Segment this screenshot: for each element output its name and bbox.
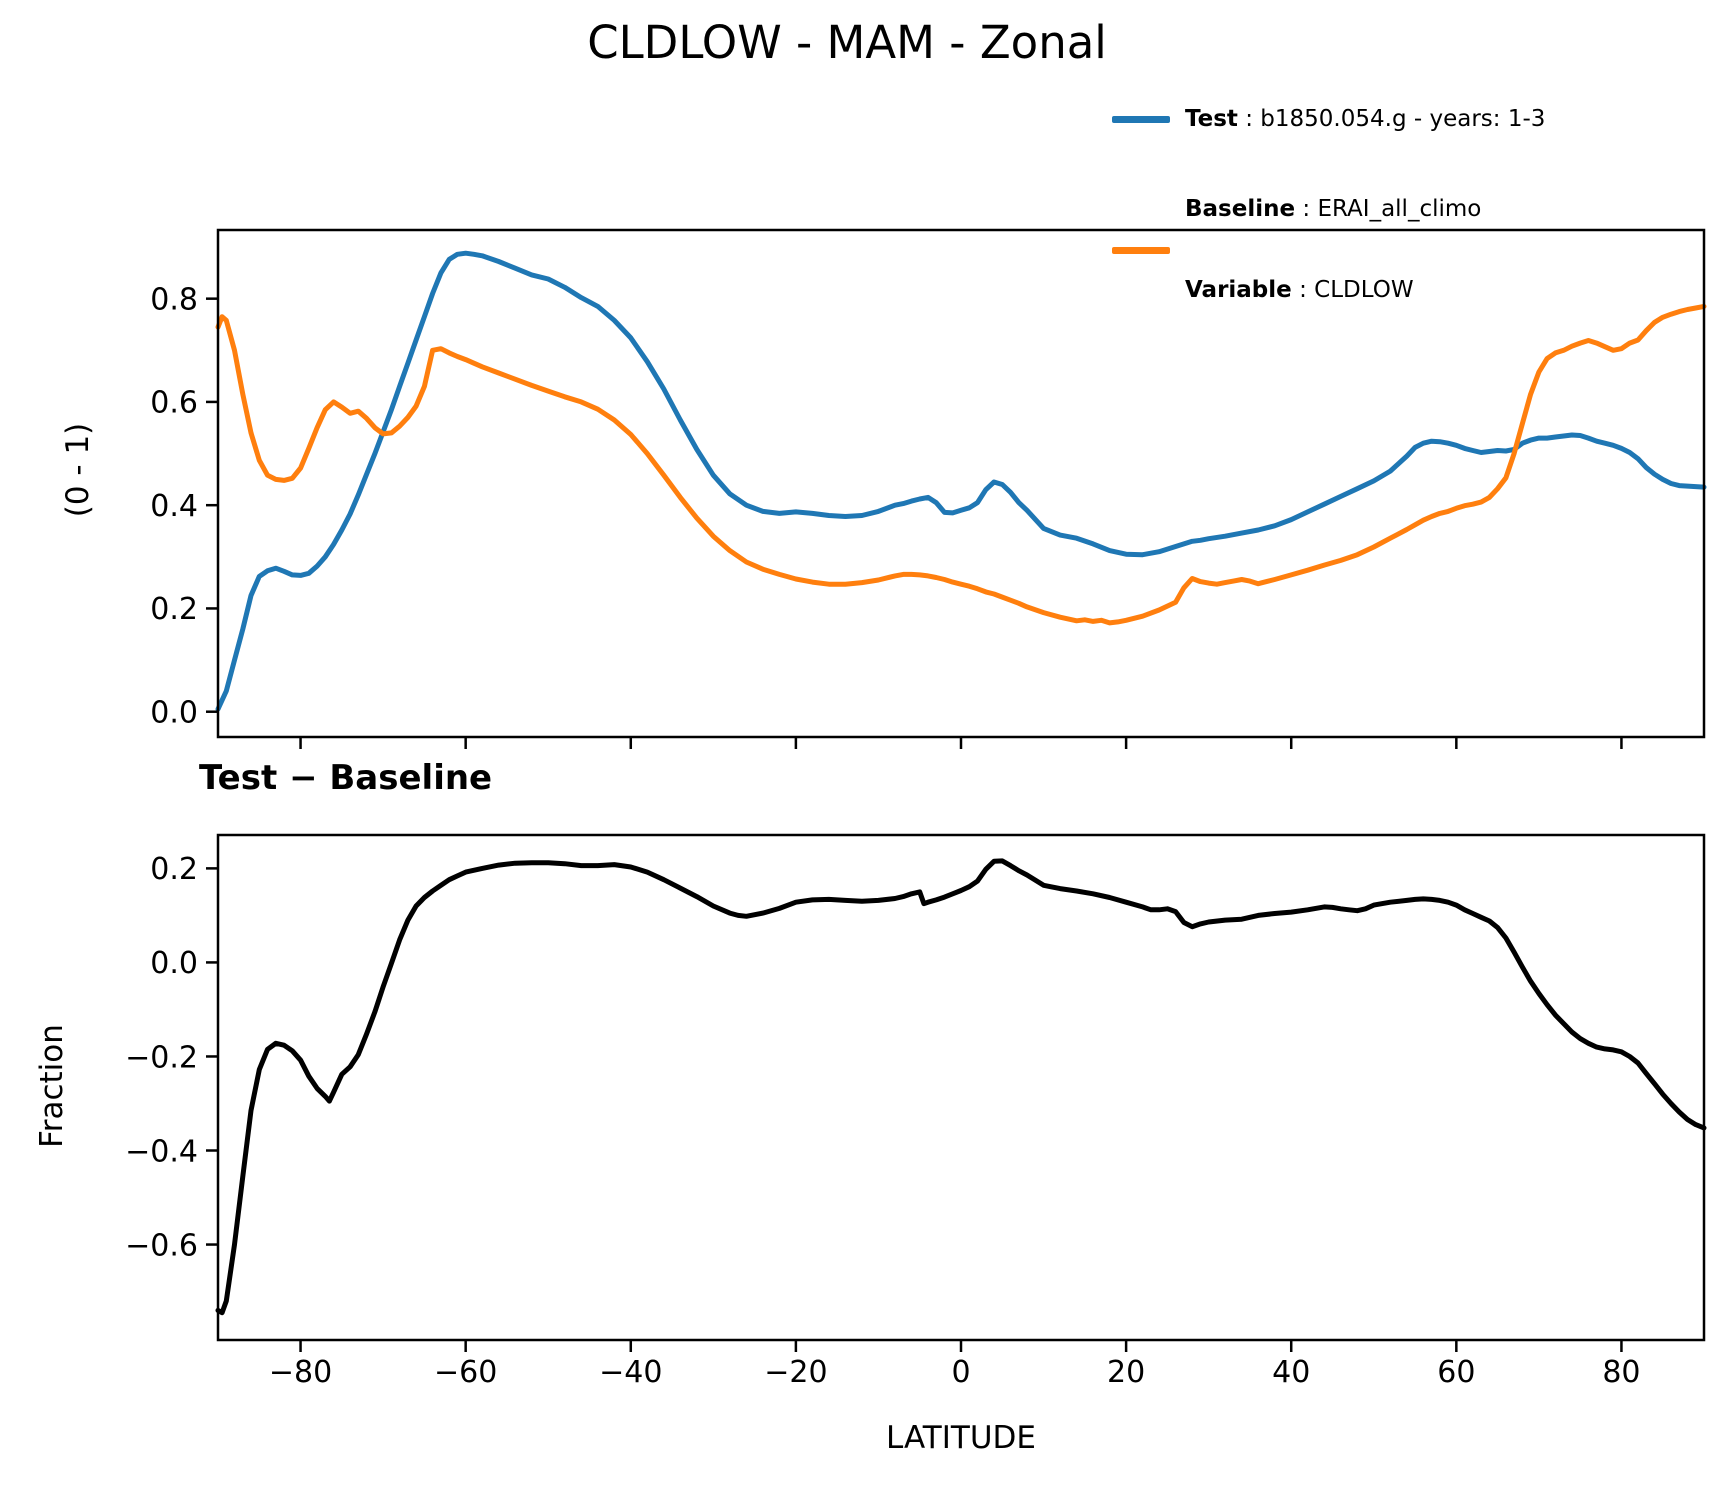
bottom-panel-y-tick-label: −0.4 [125,1134,198,1169]
top-panel-y-tick-label: 0.4 [150,489,198,524]
bottom-panel-x-tick-label: 20 [1107,1355,1145,1390]
bottom-panel-x-tick-label: −60 [434,1355,497,1390]
bottom-panel-y-tick-label: −0.2 [125,1040,198,1075]
top-panel-series-line-1 [215,303,1707,626]
top-panel-y-tick-label: 0.8 [150,282,198,317]
top-panel-y-tick-label: 0.2 [150,592,198,627]
legend-entry-baseline: Baseline : ERAI_all_climo Variable : CLD… [1112,142,1545,358]
test-line-swatch [1112,116,1170,123]
bottom-panel-title: Test − Baseline [199,758,493,798]
bottom-panel-x-tick-label: 40 [1272,1355,1310,1390]
legend-entry-test: Test : b1850.054.g - years: 1-3 [1112,106,1545,133]
legend-baseline-value: : ERAI_all_climo [1295,196,1482,222]
bottom-panel-y-tick-label: 0.0 [150,946,198,981]
legend-variable-value: : CLDLOW [1291,277,1414,303]
top-panel-axes-frame [216,228,1706,739]
bottom-panel-x-tick-label: −80 [269,1355,332,1390]
legend-baseline-keyword: Baseline [1185,196,1296,222]
bottom-panel-x-tick-label: −40 [599,1355,662,1390]
bottom-panel-x-tick-label: 0 [951,1355,970,1390]
legend-test-keyword: Test [1185,106,1238,132]
bottom-panel-x-tick-label: 60 [1437,1355,1475,1390]
legend-test-value: : b1850.054.g - years: 1-3 [1237,106,1546,132]
bottom-panel-series-line-0 [215,858,1707,1316]
legend: Test : b1850.054.g - years: 1-3 Baseline… [1112,106,1545,358]
baseline-line-swatch [1112,246,1170,254]
x-axis-label: LATITUDE [886,1420,1036,1456]
legend-entry-test-label: Test : b1850.054.g - years: 1-3 [1185,106,1545,133]
bottom-panel-x-tick-label: −20 [764,1355,827,1390]
chart-title: CLDLOW - MAM - Zonal [587,16,1107,69]
legend-variable-line: Variable : CLDLOW [1185,277,1481,304]
legend-variable-keyword: Variable [1185,277,1292,303]
top-panel-y-tick-label: 0.0 [150,696,198,731]
top-panel-y-tick-label: 0.6 [150,386,198,421]
bottom-panel-axes-frame [216,833,1706,1342]
legend-baseline-line: Baseline : ERAI_all_climo [1185,196,1481,223]
bottom-panel-x-tick-label: 80 [1602,1355,1640,1390]
bottom-panel-y-tick-label: −0.6 [125,1228,198,1263]
bottom-panel-y-tick-label: 0.2 [150,852,198,887]
top-panel-series-line-0 [215,250,1707,712]
legend-entry-baseline-label: Baseline : ERAI_all_climo Variable : CLD… [1185,142,1481,358]
